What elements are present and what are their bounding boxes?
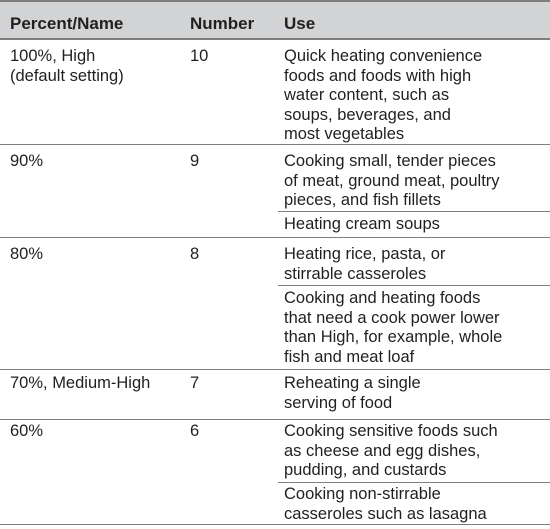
row-number: 6 (190, 422, 200, 440)
row-use: Cooking non-stirrable casseroles such as… (284, 485, 487, 523)
row-number: 9 (190, 152, 200, 170)
row-number: 8 (190, 245, 200, 263)
row-number: 7 (190, 374, 200, 392)
row-percent-name: 80% (10, 245, 44, 263)
use-divider (278, 285, 550, 286)
row-percent-name: 90% (10, 152, 44, 170)
table-row: 70%, Medium-High 7 Reheating a single se… (0, 370, 550, 420)
row-use: Reheating a single serving of food (284, 374, 421, 412)
row-use: Cooking small, tender pieces of meat, gr… (284, 152, 500, 209)
use-divider (278, 482, 550, 483)
row-number: 10 (190, 47, 209, 65)
header-number: Number (190, 14, 255, 33)
use-divider (278, 211, 550, 212)
table-row: 80% 8 Heating rice, pasta, or stirrable … (0, 238, 550, 370)
table-row: 100%, High (default setting) 10 Quick he… (0, 40, 550, 145)
row-percent-name: 60% (10, 422, 44, 440)
row-use: Quick heating convenience foods and food… (284, 47, 483, 143)
table-header: Percent/Name Number Use (0, 0, 550, 40)
header-percent-name: Percent/Name (10, 14, 124, 33)
row-use: Cooking sensitive foods such as cheese a… (284, 422, 498, 479)
row-use: Heating rice, pasta, or stirrable casser… (284, 245, 446, 283)
row-use: Heating cream soups (284, 215, 440, 233)
header-use: Use (284, 14, 316, 33)
row-percent-name: 100%, High (default setting) (10, 47, 124, 85)
table-row: 90% 9 Cooking small, tender pieces of me… (0, 145, 550, 238)
row-use: Cooking and heating foods that need a co… (284, 289, 503, 366)
table-row: 60% 6 Cooking sensitive foods such as ch… (0, 420, 550, 525)
row-percent-name: 70%, Medium-High (10, 374, 151, 392)
